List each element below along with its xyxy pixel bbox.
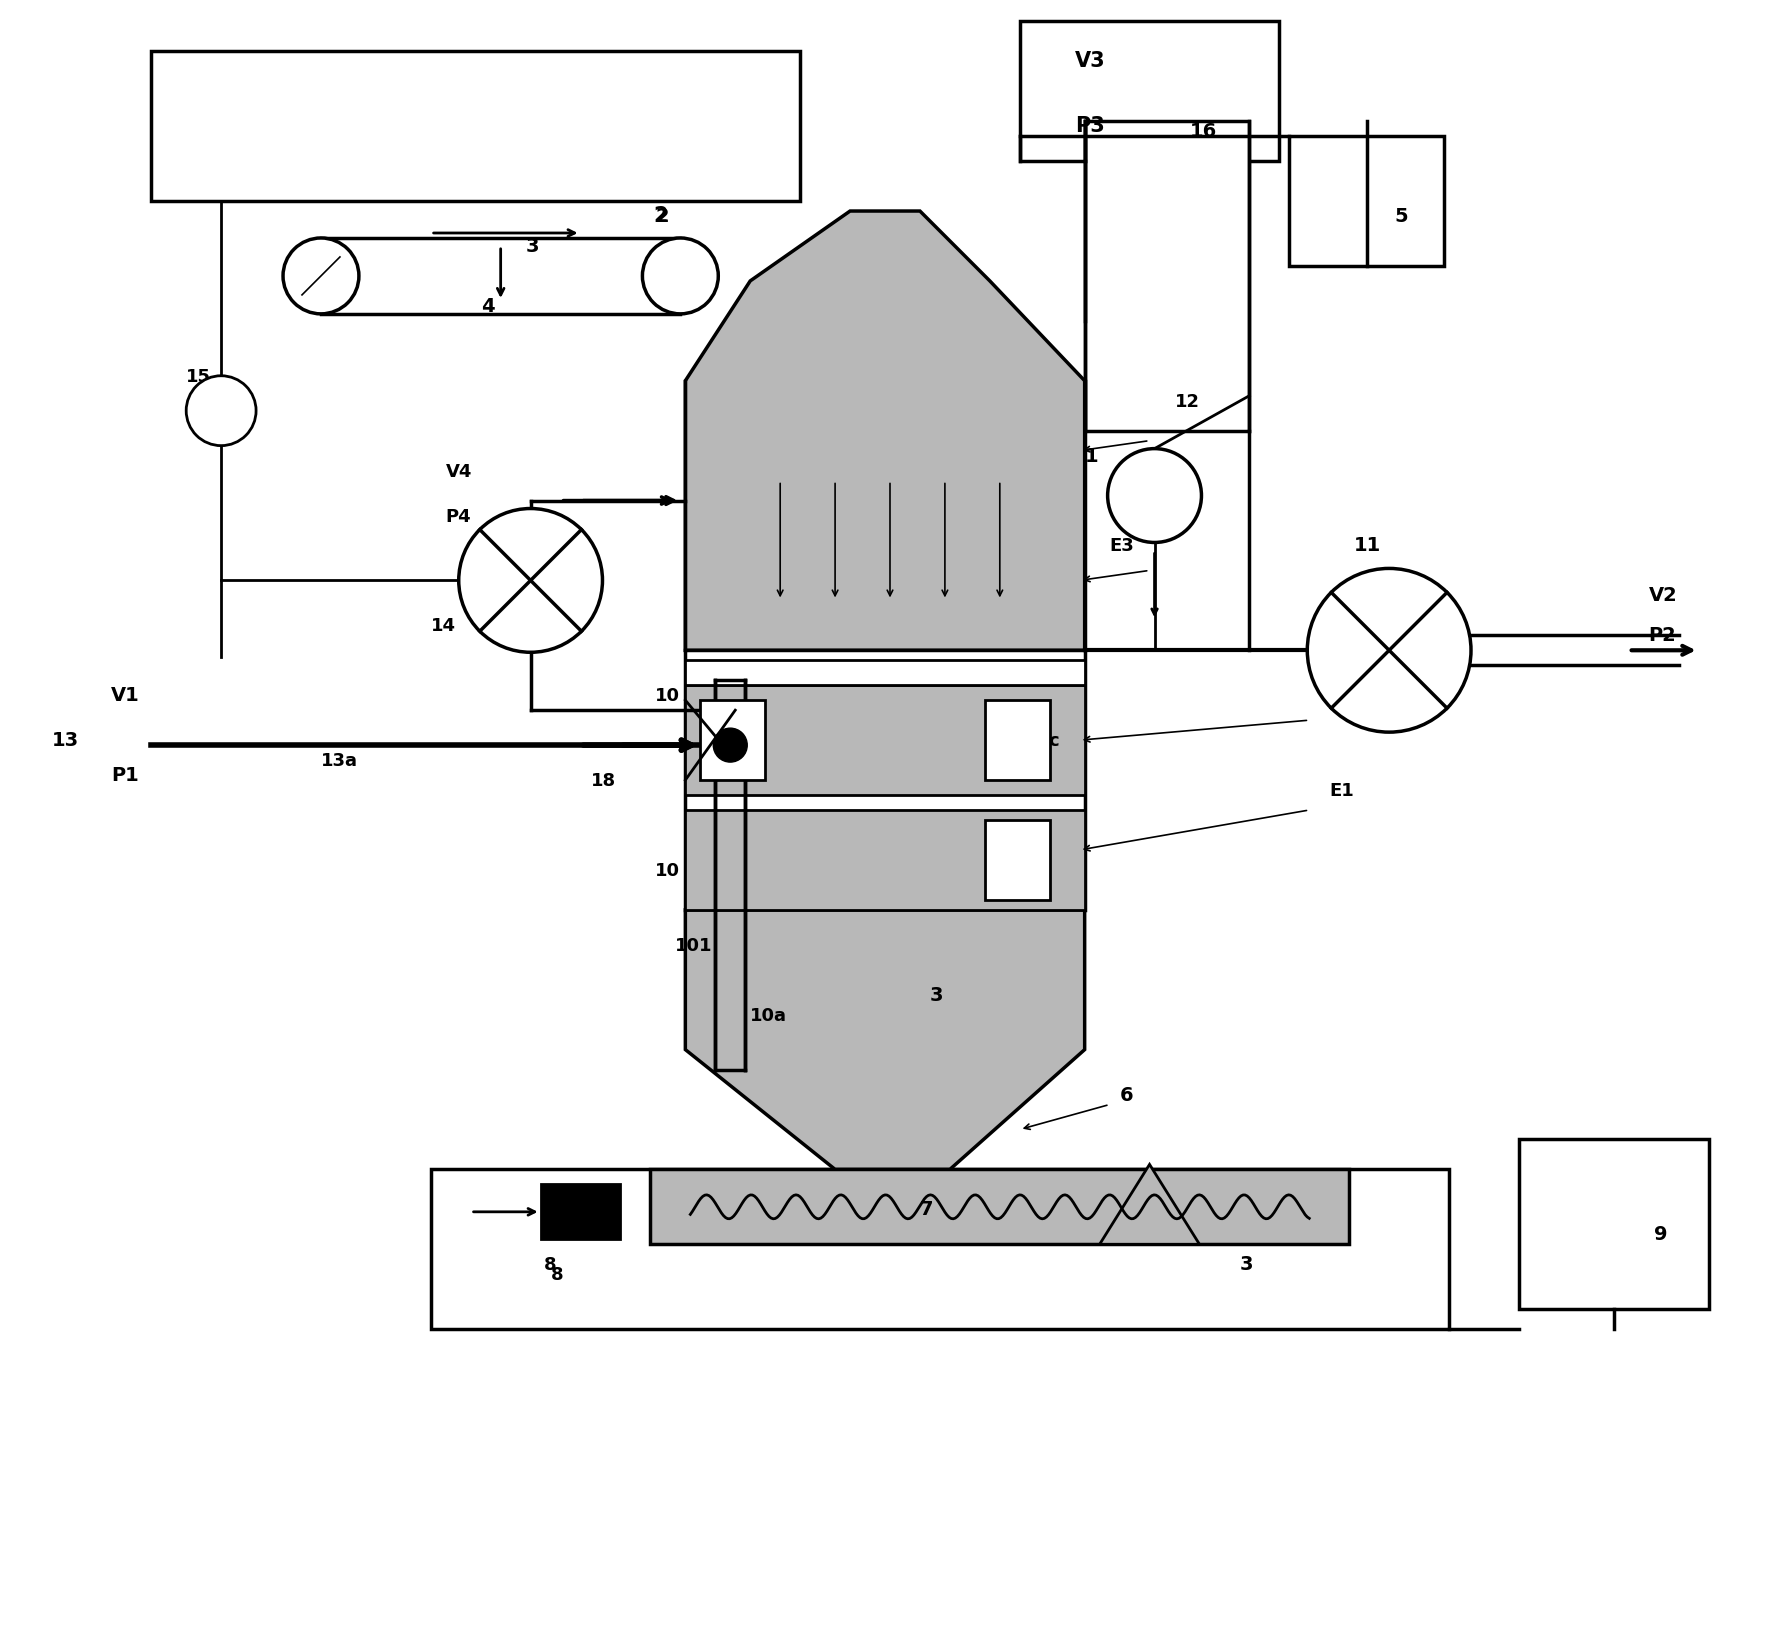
Circle shape bbox=[1307, 569, 1470, 734]
Text: 11: 11 bbox=[1353, 536, 1381, 556]
Text: 6: 6 bbox=[1119, 1086, 1133, 1104]
Bar bbox=[684, 660, 1083, 686]
Text: P1: P1 bbox=[112, 766, 138, 784]
Text: P3: P3 bbox=[1074, 116, 1105, 135]
Text: E2: E2 bbox=[1328, 681, 1353, 699]
Bar bbox=[151, 52, 800, 202]
Text: 13: 13 bbox=[51, 730, 78, 750]
Bar bbox=[1518, 1139, 1707, 1309]
Text: 14: 14 bbox=[431, 616, 456, 636]
Text: 3: 3 bbox=[1239, 1255, 1252, 1273]
Circle shape bbox=[642, 240, 718, 315]
Circle shape bbox=[186, 377, 255, 447]
Bar bbox=[684, 810, 1083, 910]
Text: 12: 12 bbox=[1174, 393, 1199, 411]
Text: 8: 8 bbox=[544, 1255, 557, 1273]
Bar bbox=[684, 686, 1083, 795]
Circle shape bbox=[459, 509, 603, 654]
Text: 10a: 10a bbox=[750, 1006, 787, 1024]
Text: P2: P2 bbox=[1647, 626, 1675, 645]
Text: 3: 3 bbox=[929, 985, 943, 1004]
Bar bbox=[1019, 23, 1278, 161]
Text: V4: V4 bbox=[445, 463, 472, 481]
Text: 4: 4 bbox=[480, 297, 495, 316]
Bar bbox=[541, 1185, 621, 1239]
Bar bbox=[651, 1170, 1349, 1244]
Text: 10c: 10c bbox=[1025, 732, 1060, 750]
Text: P4: P4 bbox=[445, 507, 472, 525]
Bar bbox=[700, 701, 764, 781]
Text: 5: 5 bbox=[1394, 207, 1408, 227]
Text: E3: E3 bbox=[1108, 538, 1133, 556]
Circle shape bbox=[713, 729, 746, 763]
Text: 7: 7 bbox=[920, 1200, 933, 1219]
Text: 10: 10 bbox=[654, 861, 681, 879]
Bar bbox=[984, 701, 1050, 781]
Text: 13a: 13a bbox=[321, 751, 358, 769]
Bar bbox=[984, 820, 1050, 900]
Text: V1: V1 bbox=[112, 686, 140, 704]
Text: 10: 10 bbox=[654, 686, 681, 704]
Text: V3: V3 bbox=[1074, 51, 1105, 72]
Polygon shape bbox=[684, 212, 1083, 650]
Polygon shape bbox=[684, 910, 1083, 1170]
Text: 16: 16 bbox=[1190, 122, 1216, 142]
Bar bbox=[1083, 122, 1248, 432]
Bar bbox=[684, 650, 1083, 910]
Text: 18: 18 bbox=[590, 771, 615, 789]
Text: V2: V2 bbox=[1647, 587, 1677, 605]
Bar bbox=[431, 1170, 1449, 1330]
Circle shape bbox=[1106, 450, 1200, 543]
Polygon shape bbox=[1099, 1165, 1199, 1244]
Text: 2: 2 bbox=[654, 207, 668, 227]
Circle shape bbox=[284, 240, 358, 315]
Text: 1: 1 bbox=[1083, 447, 1097, 465]
Text: 3: 3 bbox=[525, 236, 539, 256]
Text: 9: 9 bbox=[1652, 1224, 1667, 1244]
Text: 15: 15 bbox=[186, 367, 211, 386]
Text: E1: E1 bbox=[1328, 781, 1353, 800]
Text: 2: 2 bbox=[652, 205, 667, 227]
Text: 101: 101 bbox=[676, 936, 713, 954]
Bar bbox=[1289, 137, 1443, 267]
Text: 8: 8 bbox=[550, 1265, 562, 1283]
